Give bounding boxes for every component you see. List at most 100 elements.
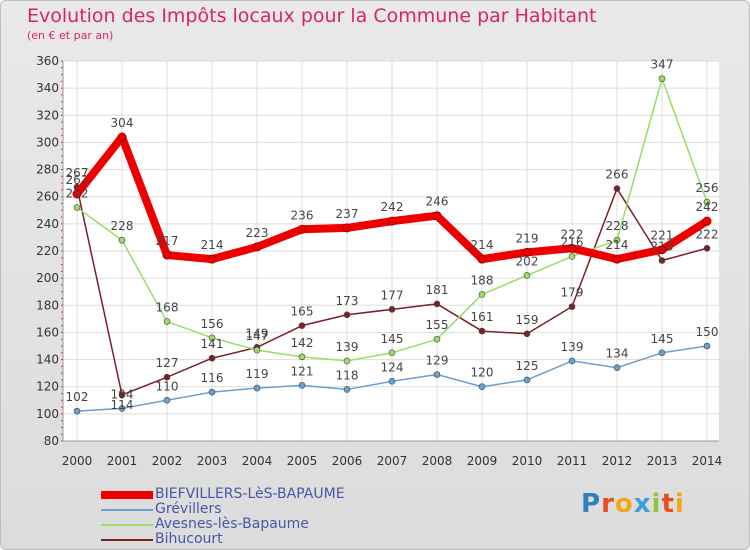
data-label: 121: [291, 364, 314, 378]
data-label: 188: [471, 273, 494, 287]
data-label: 223: [246, 226, 269, 240]
data-point: [252, 242, 262, 252]
data-label: 347: [651, 58, 674, 72]
data-label: 114: [111, 398, 134, 412]
data-label: 181: [426, 283, 449, 297]
data-point: [658, 75, 666, 82]
data-point: [208, 388, 216, 396]
data-point: [73, 204, 81, 211]
data-point: [163, 318, 171, 325]
legend-label: Avesnes-lès-Bapaume: [155, 516, 309, 532]
data-label: 165: [291, 305, 314, 319]
data-point: [298, 382, 306, 389]
data-label: 168: [156, 301, 179, 315]
y-tick-label: 280: [36, 163, 59, 177]
x-tick-label: 2003: [197, 454, 228, 468]
x-tick-label: 2008: [422, 454, 453, 468]
data-label: 214: [606, 238, 629, 252]
data-point: [433, 300, 441, 308]
y-tick-label: 200: [36, 271, 59, 285]
data-label: 142: [291, 336, 314, 350]
data-point: [433, 371, 441, 378]
data-point: [298, 353, 306, 361]
data-point: [388, 377, 396, 385]
data-point: [208, 354, 216, 362]
data-point: [432, 211, 442, 221]
chart-title: Evolution des Impôts locaux pour la Comm…: [27, 5, 597, 27]
data-point: [118, 236, 126, 244]
data-point: [478, 383, 486, 391]
data-label: 125: [516, 359, 539, 373]
x-tick-label: 2014: [692, 454, 723, 468]
y-tick-label: 300: [36, 135, 59, 149]
data-point: [387, 216, 397, 226]
data-point: [343, 386, 351, 393]
data-label: 147: [246, 329, 269, 343]
data-point: [478, 291, 486, 298]
y-tick-label: 320: [36, 108, 59, 122]
data-label: 118: [336, 368, 359, 382]
data-point: [613, 236, 621, 244]
x-tick-label: 2010: [512, 454, 543, 468]
data-point: [118, 391, 126, 399]
y-tick-label: 260: [36, 190, 59, 204]
data-label: 267: [66, 166, 89, 180]
data-label: 213: [651, 240, 674, 254]
data-point: [478, 327, 486, 335]
data-label: 236: [291, 208, 314, 222]
data-point: [162, 250, 172, 260]
data-point: [658, 257, 666, 264]
chart-subtitle: (en € et par an): [27, 29, 114, 42]
data-point: [657, 245, 667, 255]
data-point: [433, 335, 441, 343]
data-point: [568, 357, 576, 365]
data-point: [523, 376, 531, 384]
data-label: 214: [201, 238, 224, 252]
data-label: 246: [426, 195, 449, 209]
data-label: 242: [696, 200, 719, 214]
x-tick-label: 2001: [107, 454, 138, 468]
data-point: [342, 223, 352, 233]
y-tick-label: 80: [44, 434, 59, 448]
data-label: 102: [66, 390, 89, 404]
data-label: 237: [336, 207, 359, 221]
legend-label: Bihucourt: [155, 531, 223, 547]
data-point: [523, 272, 531, 279]
data-label: 242: [381, 200, 404, 214]
data-label: 124: [381, 360, 404, 374]
data-point: [703, 342, 711, 350]
data-point: [522, 247, 532, 257]
data-point: [73, 407, 81, 415]
data-point: [343, 311, 351, 319]
data-point: [703, 198, 711, 206]
data-label: 104: [111, 387, 134, 401]
data-label: 228: [606, 219, 629, 233]
y-tick-label: 180: [36, 298, 59, 312]
data-label: 159: [516, 313, 539, 327]
data-point: [163, 396, 171, 404]
x-tick-label: 2006: [332, 454, 363, 468]
x-tick-label: 2007: [377, 454, 408, 468]
data-point: [523, 330, 531, 338]
legend-label: BIEFVILLERS-LèS-BAPAUME: [155, 486, 345, 502]
data-point: [388, 349, 396, 357]
x-tick-label: 2004: [242, 454, 273, 468]
data-label: 217: [156, 234, 179, 248]
x-tick-label: 2009: [467, 454, 498, 468]
data-point: [163, 373, 171, 381]
y-tick-label: 360: [36, 54, 59, 68]
data-label: 221: [651, 229, 674, 243]
data-label: 266: [606, 168, 629, 182]
y-tick-label: 120: [36, 380, 59, 394]
data-label: 141: [201, 337, 224, 351]
data-point: [253, 384, 261, 392]
data-point: [118, 405, 126, 412]
data-label: 262: [66, 173, 89, 187]
data-label: 134: [606, 347, 629, 361]
x-tick-label: 2012: [602, 454, 633, 468]
data-label: 156: [201, 317, 224, 331]
data-point: [208, 334, 216, 342]
data-label: 155: [426, 318, 449, 332]
x-tick-label: 2011: [557, 454, 588, 468]
